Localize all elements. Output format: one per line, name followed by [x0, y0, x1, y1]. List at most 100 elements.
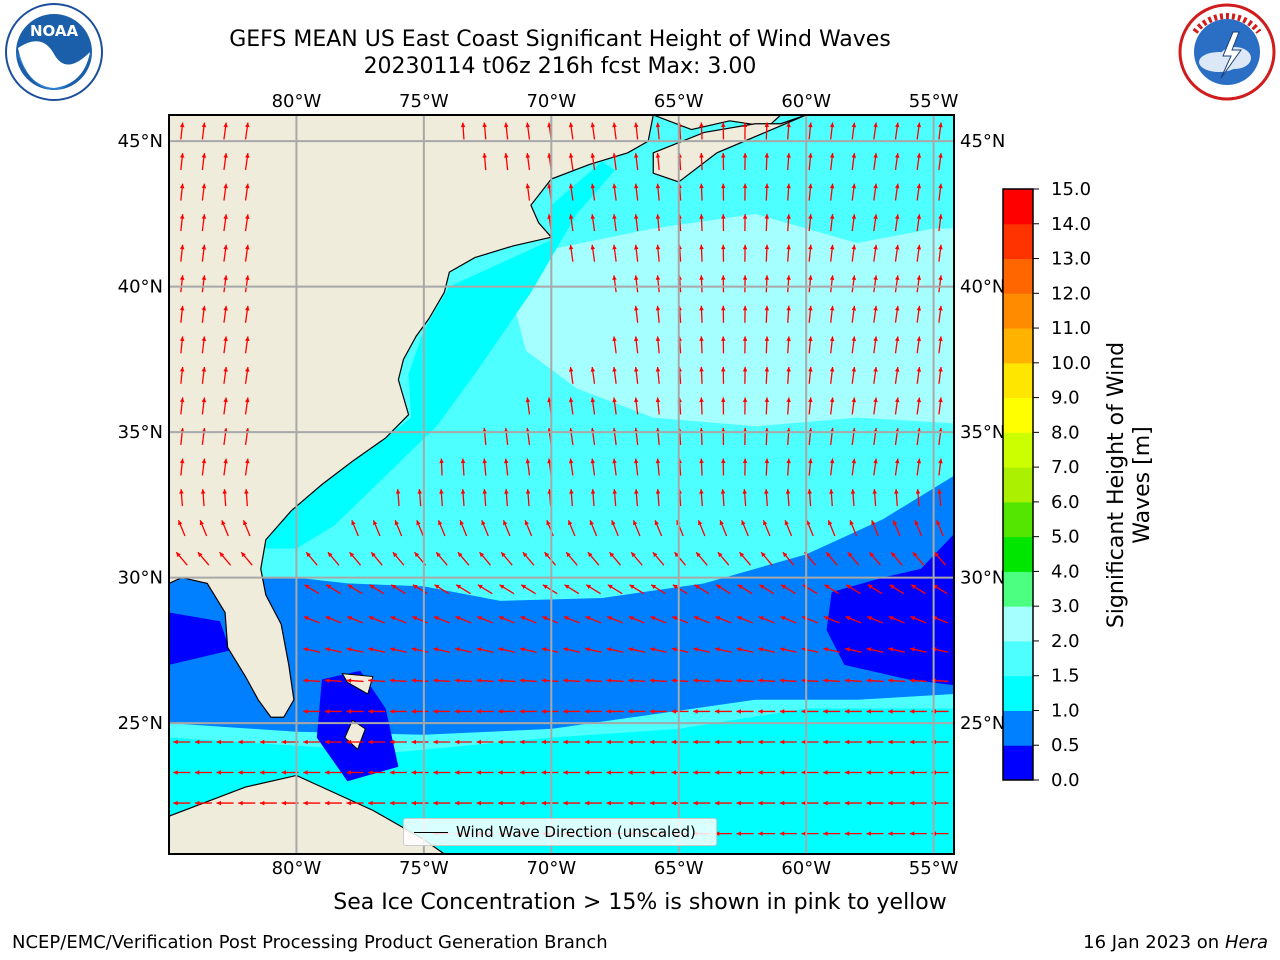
wave-direction-arrowhead	[303, 709, 308, 714]
wave-direction-arrowhead	[699, 122, 704, 128]
wave-direction-arrowhead	[390, 647, 395, 652]
wave-direction-arrowhead	[808, 122, 813, 128]
wave-direction-arrowhead	[245, 183, 250, 189]
wave-direction-arrowhead	[245, 336, 250, 342]
wave-direction-arrowhead	[417, 489, 423, 494]
wave-direction-arrowhead	[173, 800, 178, 806]
wave-direction-arrowhead	[938, 214, 943, 219]
wave-direction-arrowhead	[368, 647, 374, 652]
wave-direction-arrowhead	[606, 800, 611, 806]
wave-direction-arrowhead	[764, 214, 770, 219]
wave-direction-arrowhead	[786, 336, 791, 341]
wave-direction-arrowhead	[652, 552, 658, 558]
wave-direction-arrowhead	[568, 458, 574, 464]
lat-tick-label-right: 45°N	[960, 131, 1005, 152]
wave-direction-arrowhead	[612, 458, 617, 464]
wave-direction-arrowhead	[910, 647, 915, 652]
wave-direction-arrowhead	[934, 552, 940, 558]
wave-direction-arrowhead	[628, 770, 633, 775]
wave-direction-arrowhead	[433, 770, 438, 775]
wave-direction-arrowhead	[455, 616, 461, 621]
wave-direction-arrowhead	[786, 458, 791, 464]
wave-direction-arrowhead	[823, 678, 828, 683]
wave-direction-arrowhead	[781, 584, 787, 590]
wave-direction-arrowhead	[245, 244, 250, 250]
wave-direction-arrowhead	[201, 275, 207, 281]
wave-direction-arrowhead	[671, 800, 676, 806]
wave-direction-arrowhead	[801, 678, 807, 683]
wave-direction-arrowhead	[564, 584, 570, 590]
wave-direction-arrowhead	[389, 800, 395, 806]
lon-tick-label-top: 55°W	[909, 91, 959, 112]
wave-direction-arrowhead	[327, 552, 333, 558]
wave-direction-arrowhead	[844, 739, 850, 745]
wave-direction-arrowhead	[541, 770, 546, 775]
wave-direction-arrowhead	[866, 739, 871, 745]
wave-direction-arrowhead	[216, 800, 222, 806]
wave-direction-arrowhead	[520, 616, 526, 621]
wave-direction-arrowhead	[173, 770, 178, 775]
wave-direction-arrowhead	[758, 709, 763, 714]
wave-direction-arrowhead	[845, 647, 850, 652]
wave-direction-arrowhead	[721, 153, 726, 158]
wave-direction-arrowhead	[888, 616, 894, 621]
wave-direction-arrowhead	[699, 366, 704, 372]
wave-direction-arrowhead	[504, 153, 509, 158]
wave-direction-arrowhead	[784, 520, 789, 526]
wave-direction-arrowhead	[223, 214, 228, 219]
wave-direction-arrowhead	[694, 584, 700, 590]
wave-direction-arrowhead	[716, 584, 722, 590]
wave-direction-arrowhead	[439, 458, 444, 464]
wave-direction-arrowhead	[346, 739, 352, 745]
wave-direction-arrowhead	[433, 678, 438, 683]
wave-direction-arrowhead	[866, 709, 871, 714]
colorbar-tick-label: 9.0	[1051, 388, 1080, 409]
wave-direction-arrowhead	[179, 366, 185, 372]
wave-direction-arrowhead	[909, 831, 915, 836]
colorbar-swatch	[1003, 675, 1033, 711]
colorbar-frame	[1002, 188, 1034, 781]
wave-direction-arrowhead	[721, 244, 726, 250]
wave-direction-arrowhead	[742, 305, 748, 311]
wave-direction-arrowhead	[916, 397, 922, 403]
wave-direction-arrowhead	[563, 739, 568, 745]
wave-direction-arrowhead	[498, 678, 503, 683]
wave-direction-arrowhead	[368, 709, 373, 714]
wave-direction-arrowhead	[873, 397, 878, 403]
wave-direction-arrowhead	[909, 770, 915, 775]
wave-direction-arrowhead	[736, 770, 741, 775]
wave-direction-arrowhead	[829, 183, 835, 189]
lat-tick-label-left: 25°N	[118, 713, 163, 734]
wave-direction-arrowhead	[607, 616, 613, 621]
wave-direction-arrowhead	[612, 336, 617, 342]
wave-direction-arrowhead	[179, 458, 185, 464]
wave-direction-arrowhead	[866, 800, 871, 806]
wave-direction-arrowhead	[460, 458, 466, 464]
wave-direction-arrowhead	[649, 770, 655, 775]
wave-direction-arrowhead	[824, 584, 830, 590]
colorbar-tick-label: 5.0	[1051, 527, 1080, 548]
wave-direction-arrowhead	[633, 520, 638, 526]
wave-direction-arrowhead	[389, 770, 395, 775]
wave-direction-arrowhead	[504, 122, 509, 128]
wave-direction-arrowhead	[655, 214, 661, 219]
wave-direction-arrowhead	[717, 552, 723, 558]
wave-direction-arrowhead	[764, 397, 770, 403]
wave-direction-arrowhead	[522, 552, 528, 558]
wave-direction-arrowhead	[411, 770, 417, 775]
wave-direction-arrowhead	[541, 800, 546, 806]
wave-direction-arrowhead	[201, 183, 207, 189]
wave-direction-arrowhead	[938, 336, 943, 342]
wave-direction-arrowhead	[589, 520, 594, 526]
wave-direction-arrowhead	[346, 647, 352, 652]
wave-direction-arrowhead	[498, 616, 504, 621]
wave-direction-arrowhead	[649, 709, 655, 714]
wave-direction-arrowhead	[201, 305, 207, 311]
wave-direction-arrowhead	[631, 552, 636, 558]
wave-direction-arrowhead	[671, 770, 676, 775]
wave-direction-arrowhead	[714, 739, 720, 745]
wave-direction-arrowhead	[714, 709, 720, 714]
wave-direction-arrowhead	[519, 709, 525, 714]
wave-direction-arrowhead	[498, 739, 503, 745]
